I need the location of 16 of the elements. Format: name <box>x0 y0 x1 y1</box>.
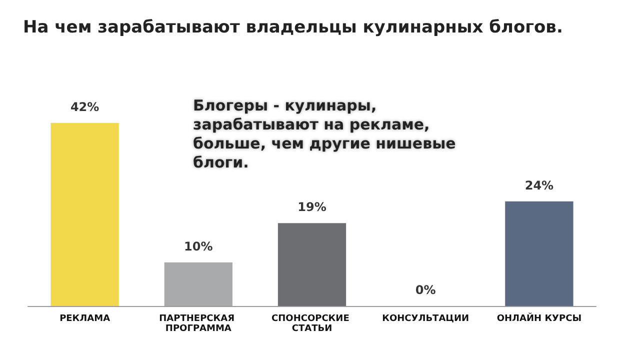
data-label: 19% <box>298 200 326 214</box>
x-tick-label: КОНСУЛЬТАЦИИ <box>382 314 470 324</box>
x-tick-label: ОНЛАЙН КУРСЫ <box>496 312 582 324</box>
bar <box>505 201 574 306</box>
bar <box>164 262 232 306</box>
data-label: 42% <box>70 100 100 114</box>
bar <box>50 122 119 306</box>
data-label: 24% <box>524 178 554 192</box>
x-tick-label: СПОНСОРСКИЕ СТАТЬИ <box>272 314 352 334</box>
annotation: Блогеры - кулинары, зарабатывают на рекламе, больше, чем другие нишевые блоги. <box>193 96 462 172</box>
chart-title: На чем зарабатывают владельцы кулинарных блогов. <box>23 18 563 38</box>
data-label: 10% <box>184 239 213 254</box>
x-tick-label: ПАРТНЕРСКАЯ ПРОГРАММА <box>159 314 238 334</box>
data-label: 0% <box>415 283 436 297</box>
x-tick-label: РЕКЛАМА <box>60 314 110 324</box>
bar <box>278 223 346 306</box>
